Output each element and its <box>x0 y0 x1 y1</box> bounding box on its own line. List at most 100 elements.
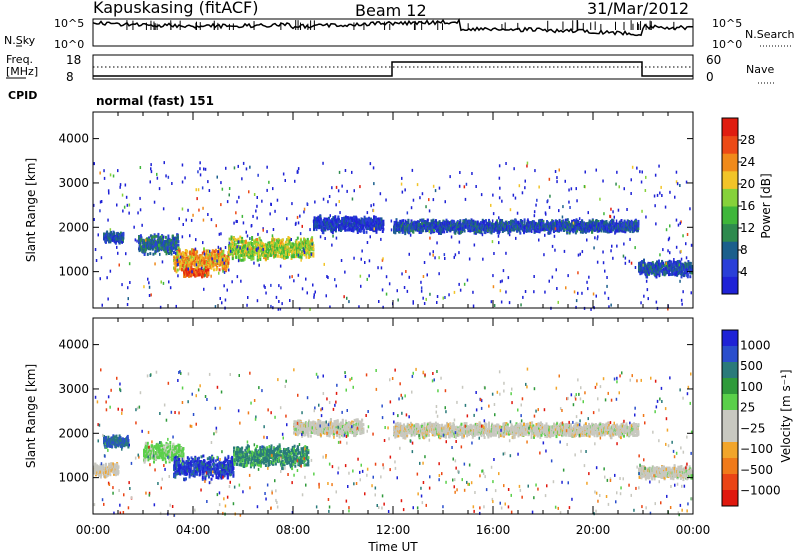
echo-cell <box>161 241 164 245</box>
echo-cell <box>322 231 325 235</box>
echo-cell <box>348 226 350 230</box>
echo-cell <box>161 235 164 239</box>
echo-cell <box>231 253 234 257</box>
echo-cell <box>259 247 262 250</box>
echo-cell <box>157 232 160 236</box>
echo-cell <box>227 261 230 265</box>
echo-cell <box>190 258 193 262</box>
echo-cell <box>168 252 170 255</box>
echo-cell <box>278 248 280 252</box>
echo-cell <box>305 252 308 256</box>
echo-cell <box>233 251 236 255</box>
echo-cell <box>174 236 177 240</box>
noise-left-tick-top: 10^5 <box>54 17 84 30</box>
echo-cell <box>308 256 310 259</box>
echo-cell <box>193 262 196 266</box>
echo-cell <box>202 256 205 260</box>
echo-cell <box>256 258 259 262</box>
echo-cell <box>144 245 147 249</box>
echo-cell <box>242 255 245 259</box>
echo-cell <box>241 246 244 250</box>
echo-cell <box>549 231 552 235</box>
echo-cell <box>345 218 348 222</box>
echo-cell <box>266 251 269 255</box>
echo-cell <box>246 249 249 253</box>
echo-cell <box>269 243 272 247</box>
echo-cell <box>333 220 336 224</box>
echo-cell <box>222 252 225 256</box>
echo-cell <box>342 226 345 230</box>
echo-cell <box>287 236 290 239</box>
echo-cell <box>299 252 302 256</box>
echo-cell <box>213 257 216 260</box>
echo-cell <box>256 256 259 260</box>
echo-cell <box>298 242 301 246</box>
freq-panel: Freq. [MHz] 18 8 60 0 Nave <box>6 53 776 84</box>
freq-label-2: [MHz] <box>6 65 38 78</box>
echo-cell <box>332 217 335 221</box>
echo-cell <box>230 238 233 242</box>
echo-cell <box>153 238 156 242</box>
echo-cell <box>439 231 442 235</box>
echo-cell <box>175 242 178 245</box>
echo-cell <box>154 246 157 250</box>
echo-cell <box>216 256 219 259</box>
echo-cell <box>307 241 310 245</box>
echo-cell <box>252 253 255 257</box>
echo-cell <box>343 216 346 220</box>
echo-cell <box>241 243 244 247</box>
echo-cell <box>326 217 329 221</box>
echo-cell <box>191 252 194 256</box>
echo-cell <box>272 245 275 249</box>
echo-cell <box>253 253 256 256</box>
echo-cell <box>296 236 299 240</box>
echo-cell <box>368 218 371 222</box>
echo-cell <box>288 237 291 240</box>
echo-cell <box>122 236 125 240</box>
echo-cell <box>212 260 215 264</box>
echo-cell <box>121 238 124 242</box>
echo-cell <box>138 238 140 242</box>
echo-cell <box>273 249 276 253</box>
echo-cell <box>170 241 173 245</box>
echo-cell <box>240 258 243 262</box>
echo-cell <box>153 233 156 237</box>
echo-cell <box>165 239 168 243</box>
echo-cell <box>264 250 267 254</box>
echo-cell <box>363 228 365 232</box>
echo-cell <box>213 254 215 258</box>
echo-cell <box>200 270 203 274</box>
echo-cell <box>201 255 204 259</box>
echo-cell <box>162 243 165 247</box>
echo-cell <box>352 226 355 230</box>
echo-cell <box>185 252 188 256</box>
echo-cell <box>143 249 145 252</box>
echo-cell <box>266 243 269 247</box>
echo-cell <box>266 247 269 251</box>
echo-cell <box>208 260 211 263</box>
echo-cell <box>144 247 147 251</box>
noise-right-tick-top: 10^5 <box>712 17 742 30</box>
echo-cell <box>295 240 298 244</box>
echo-cell <box>365 223 368 227</box>
echo-cell <box>218 268 221 272</box>
echo-cell <box>292 243 295 247</box>
echo-cell <box>281 254 284 258</box>
noise-right-label: N.Search <box>745 28 795 41</box>
echo-cell <box>298 246 300 250</box>
echo-cell <box>333 228 335 232</box>
echo-cell <box>238 258 241 262</box>
echo-cell <box>240 254 243 258</box>
echo-cell <box>273 254 275 258</box>
echo-cell <box>258 236 261 240</box>
echo-cell <box>301 253 304 257</box>
echo-cell <box>453 220 455 224</box>
echo-cell <box>327 226 330 230</box>
echo-cell <box>221 250 224 253</box>
echo-cell <box>193 268 196 272</box>
echo-cell <box>303 253 306 257</box>
echo-cell <box>251 236 254 239</box>
echo-cell <box>170 252 173 256</box>
echo-cell <box>337 220 340 224</box>
